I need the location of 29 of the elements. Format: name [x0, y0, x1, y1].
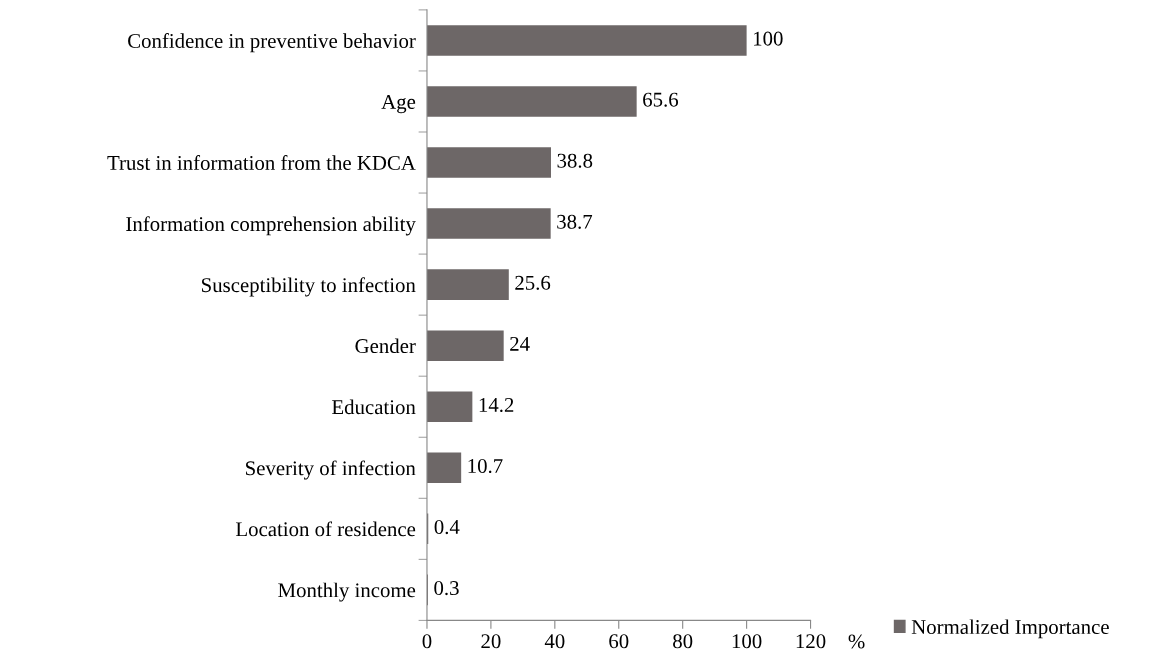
y-tick-label: Gender — [355, 338, 416, 354]
x-tick-label: 80 — [673, 634, 693, 649]
data-label: 0.4 — [434, 519, 460, 535]
data-label: 0.3 — [434, 581, 459, 596]
data-label: 38.8 — [557, 153, 593, 168]
y-tick-label: Monthly income — [278, 582, 416, 602]
y-tick-label: Confidence in preventive behavior — [128, 33, 416, 53]
x-tick-label: 100 — [732, 634, 762, 649]
x-tick-label: 60 — [609, 634, 629, 649]
x-tick-label: 20 — [481, 634, 501, 649]
y-tick-label: Location of residence — [235, 521, 416, 537]
y-tick-label: Susceptibility to infection — [202, 277, 416, 297]
data-label: 14.2 — [479, 397, 514, 413]
x-axis-title: % — [848, 634, 865, 649]
y-tick-label: Age — [381, 94, 416, 114]
x-tick-label: 0 — [422, 634, 432, 649]
y-tick-label: Severity of infection — [246, 460, 416, 480]
data-label: 25.6 — [515, 275, 551, 290]
data-label: 24 — [510, 336, 530, 351]
y-tick-label: Information comprehension ability — [126, 216, 416, 236]
data-label: 65.6 — [643, 92, 679, 107]
y-tick-label: Education — [332, 399, 416, 415]
data-label: 100 — [754, 31, 783, 46]
data-label: 10.7 — [468, 458, 503, 474]
data-label: 38.7 — [557, 214, 593, 229]
legend-label: Normalized Importance — [911, 619, 1109, 639]
x-tick-label: 120 — [796, 634, 826, 649]
x-tick-label: 40 — [544, 634, 565, 649]
y-tick-label: Trust in information from the KDCA — [107, 155, 416, 170]
